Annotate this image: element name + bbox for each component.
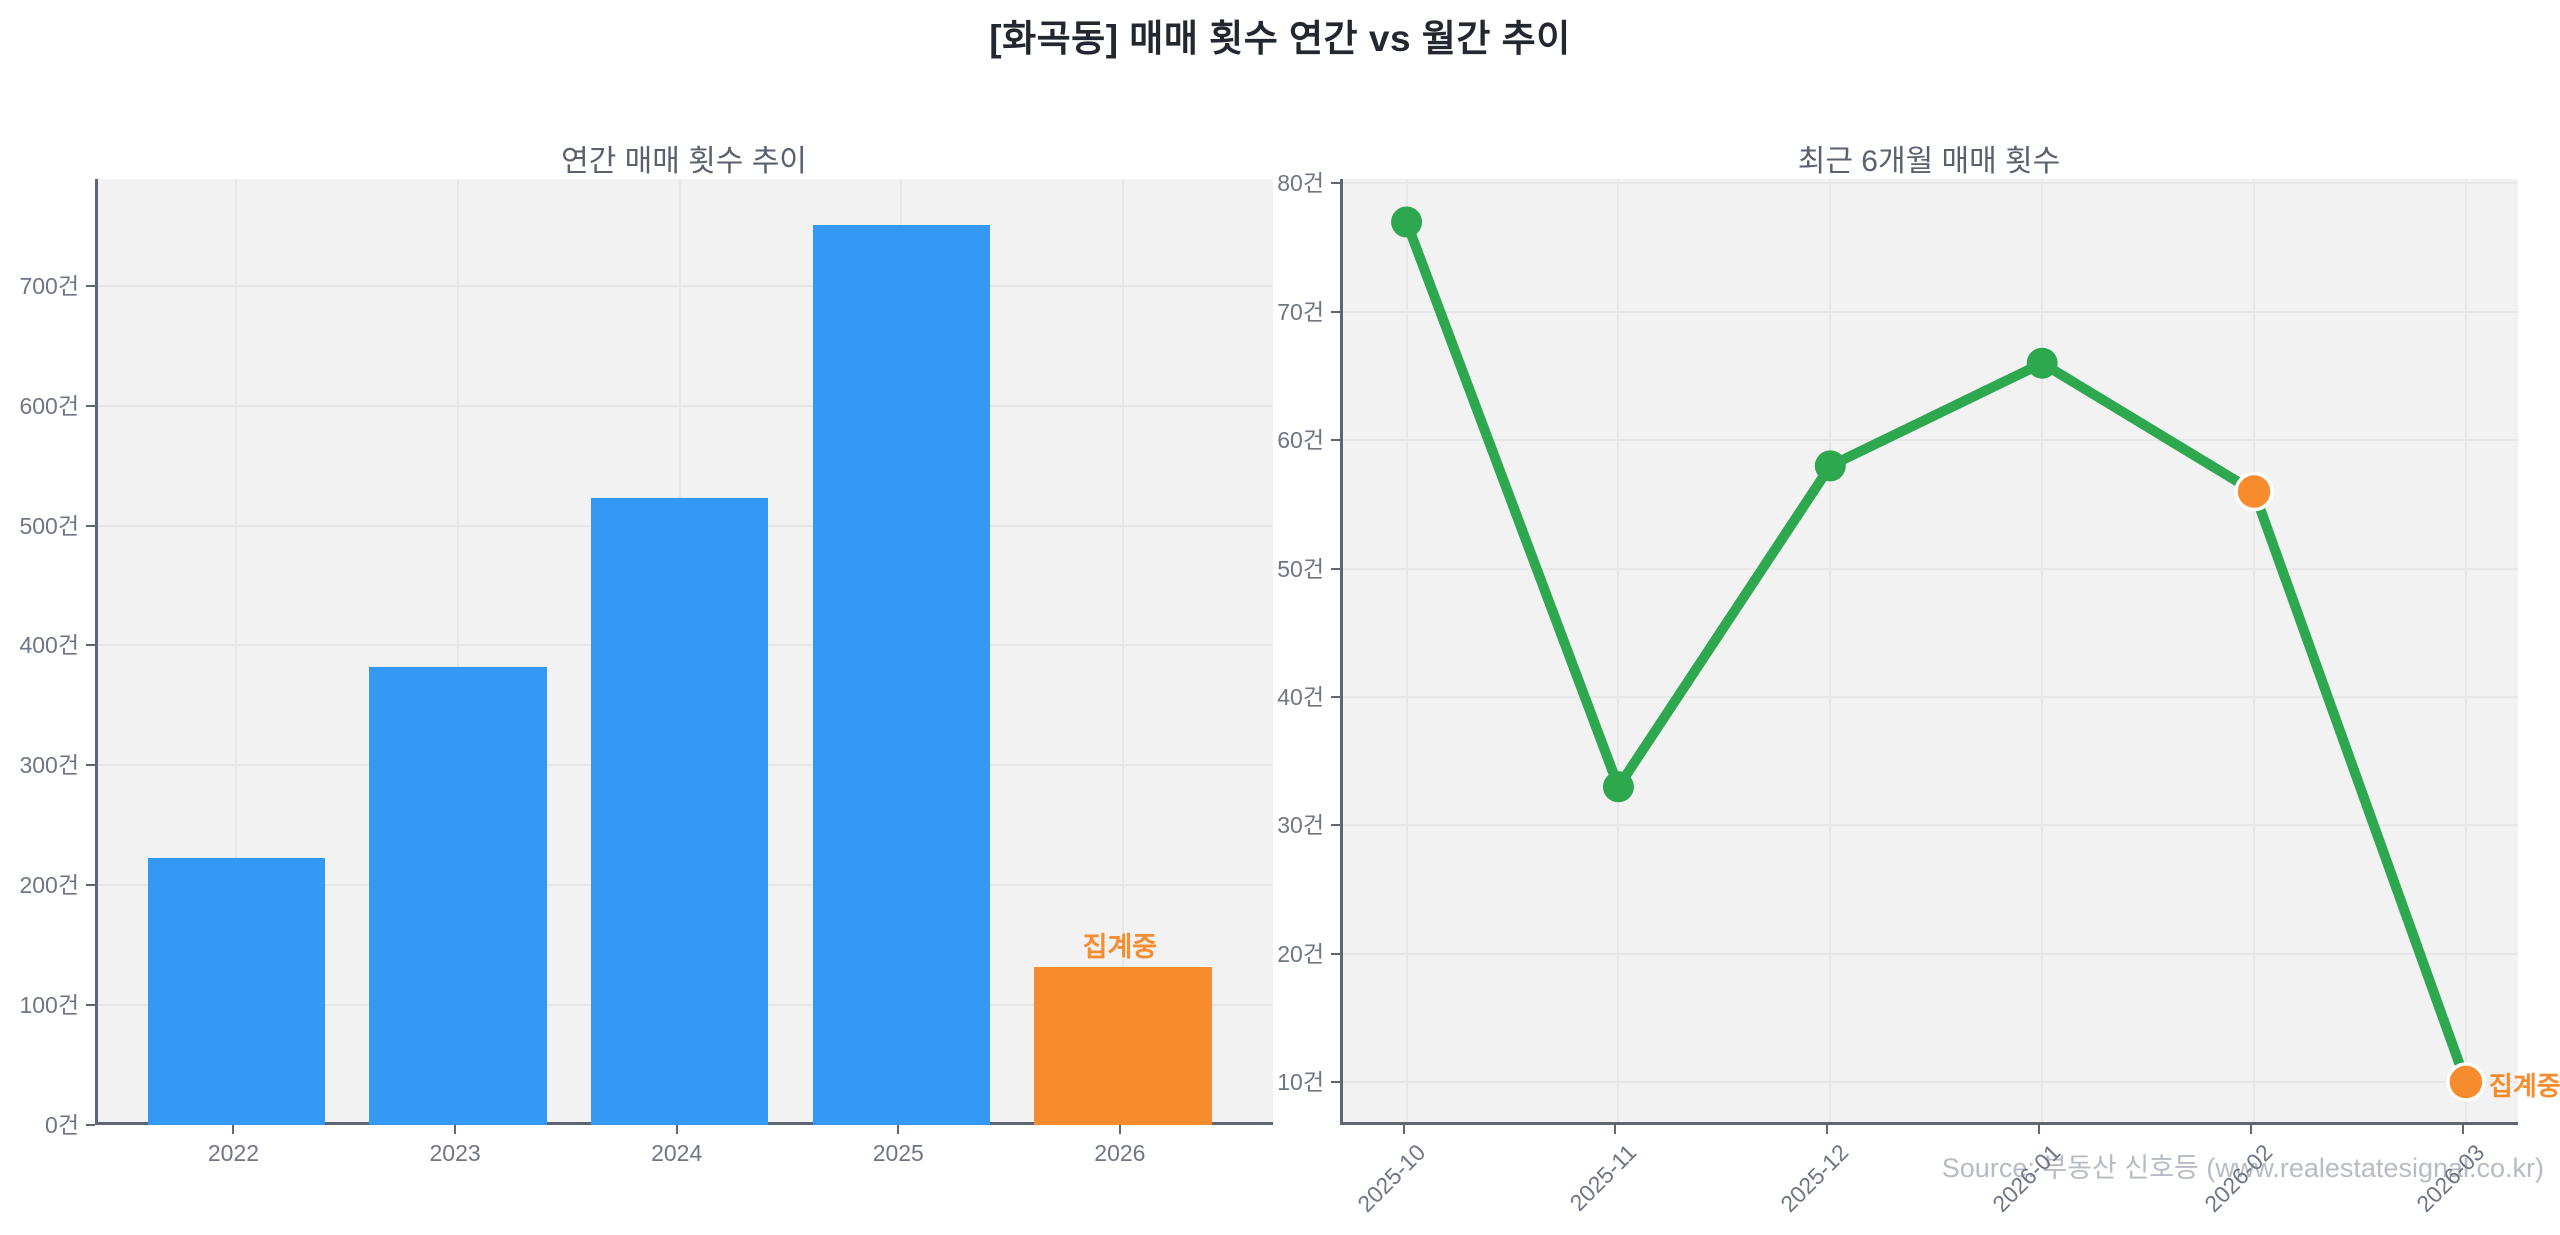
y-tick-label: 500건 [19,512,79,539]
bar-2026 [1034,966,1212,1125]
x-tick-label-2025-11: 2025-11 [1564,1139,1642,1216]
y-tick-label: 700건 [19,272,79,299]
horizontal-gridline [1343,952,2518,955]
horizontal-gridline [1343,182,2518,185]
vertical-gridline [2253,179,2256,1122]
y-tick-mark [1331,182,1340,185]
y-tick-mark [86,404,95,407]
data-point-2026-03 [2446,1062,2486,1102]
bar-chart-title: 연간 매매 횟수 추이 [561,145,807,178]
y-tick-label: 600건 [19,392,79,419]
bar-status-annotation: 집계중 [1082,931,1158,962]
y-tick-mark [86,644,95,647]
source-watermark: Source: 부동산 신호등 (www.realestatesignal.co… [1941,1153,2544,1183]
y-tick-mark [86,284,95,287]
y-tick-label: 400건 [19,632,79,659]
bar-2025 [812,224,990,1125]
x-tick-mark [2250,1125,2253,1134]
line-status-annotation: 집계중 [2488,1071,2560,1101]
vertical-gridline [235,179,238,1122]
x-tick-mark [2461,1125,2464,1134]
x-tick-mark [675,1125,678,1134]
bar-2022 [147,857,326,1125]
horizontal-gridline [1343,695,2518,698]
horizontal-gridline [1343,824,2518,827]
y-tick-mark [1331,567,1340,570]
vertical-gridline [1405,179,1408,1122]
y-tick-label: 50건 [1277,555,1324,582]
x-tick-label-2025-12: 2025-12 [1775,1139,1854,1218]
y-tick-mark [1331,310,1340,313]
y-tick-label: 300건 [19,752,79,779]
data-point-2025-12 [1814,450,1846,482]
y-tick-label: 60건 [1277,427,1324,454]
y-tick-label: 10건 [1277,1069,1324,1095]
vertical-gridline [1121,179,1124,1122]
data-point-2026-01 [2026,347,2058,379]
y-tick-label: 0건 [45,1112,79,1138]
y-tick-mark [86,1124,95,1126]
x-tick-mark [1118,1125,1121,1134]
x-tick-label-2025: 2025 [872,1140,924,1166]
line-chart-plot-area [1340,179,2518,1125]
y-tick-mark [1331,952,1340,955]
horizontal-gridline [1343,439,2518,442]
x-tick-mark [1614,1125,1617,1134]
figure-title: [화곡동] 매매 횟수 연간 vs 월간 추이 [989,18,1571,59]
data-point-2025-11 [1602,771,1634,803]
line-chart-title: 최근 6개월 매매 횟수 [1797,145,2061,178]
data-point-2025-10 [1391,206,1423,238]
y-tick-mark [1331,1081,1340,1083]
horizontal-gridline [98,404,1273,407]
y-tick-mark [86,884,95,887]
bar-2024 [591,497,769,1125]
vertical-gridline [1829,179,1832,1122]
x-tick-mark [232,1125,235,1134]
x-tick-mark [1826,1125,1829,1134]
y-tick-label: 30건 [1277,812,1324,839]
vertical-gridline [457,179,460,1122]
x-tick-label-2022: 2022 [207,1140,260,1166]
x-tick-label-2025-10: 2025-10 [1351,1139,1430,1218]
line-series [1391,206,2486,1102]
data-point-2026-02 [2234,471,2274,512]
x-tick-mark [454,1125,457,1134]
bar-chart-plot-area [95,179,1273,1125]
vertical-gridline [2041,179,2044,1122]
x-tick-label-2023: 2023 [429,1140,481,1166]
y-tick-label: 20건 [1277,940,1324,967]
y-tick-label: 100건 [19,992,79,1019]
vertical-gridline [1617,179,1620,1122]
vertical-gridline [2464,179,2467,1122]
horizontal-gridline [1343,567,2518,570]
y-tick-mark [86,1004,95,1007]
y-tick-mark [1331,439,1340,442]
y-tick-label: 40건 [1277,683,1324,710]
x-tick-mark [897,1125,900,1134]
x-tick-mark [1402,1125,1405,1134]
y-tick-mark [1331,824,1340,827]
y-tick-label: 80건 [1277,170,1324,197]
horizontal-gridline [1343,310,2518,313]
horizontal-gridline [98,284,1273,287]
y-tick-label: 70건 [1277,298,1324,325]
x-tick-mark [2038,1125,2041,1134]
trend-line [1401,217,2471,1087]
bar-2023 [369,666,547,1125]
y-tick-mark [86,764,95,767]
y-tick-label: 200건 [19,872,79,899]
x-tick-label-2026: 2026 [1094,1140,1146,1166]
horizontal-gridline [1343,1081,2518,1083]
y-tick-mark [86,524,95,527]
x-tick-label-2024: 2024 [651,1140,703,1166]
y-tick-mark [1331,695,1340,698]
